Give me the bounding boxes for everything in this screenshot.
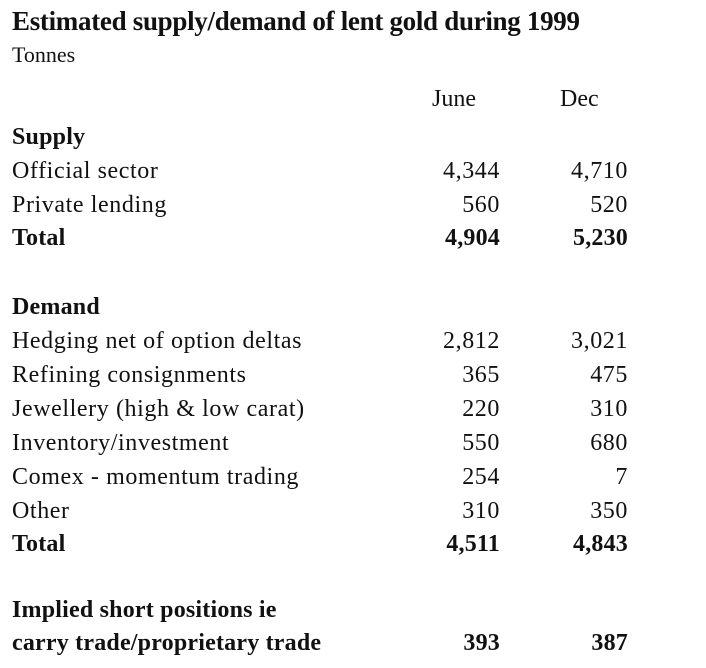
- row-value-june: 220: [462, 396, 500, 422]
- implied-label-line1: Implied short positions ie: [12, 597, 277, 623]
- row-label: Private lending: [12, 192, 167, 218]
- table-title: Estimated supply/demand of lent gold dur…: [12, 6, 580, 36]
- supply-heading-row: Supply: [0, 120, 706, 154]
- demand-total-row: Total 4,511 4,843: [0, 527, 706, 561]
- row-label: Jewellery (high & low carat): [12, 396, 305, 422]
- row-label: Refining consignments: [12, 362, 247, 388]
- row-value-june: 550: [462, 430, 500, 456]
- row-value-dec: 520: [590, 192, 628, 218]
- table-row: Jewellery (high & low carat) 220 310: [0, 392, 706, 426]
- implied-value-june: 393: [463, 630, 500, 656]
- row-value-dec: 7: [615, 464, 628, 490]
- row-value-june: 560: [462, 192, 500, 218]
- table-row: Inventory/investment 550 680: [0, 426, 706, 460]
- row-value-dec: 310: [590, 396, 628, 422]
- supply-total-row: Total 4,904 5,230: [0, 221, 706, 255]
- table-row: Official sector 4,344 4,710: [0, 154, 706, 188]
- table-row: Other 310 350: [0, 494, 706, 528]
- implied-label-row: Implied short positions ie: [0, 593, 706, 627]
- demand-heading: Demand: [12, 294, 100, 320]
- row-label: Official sector: [12, 158, 159, 184]
- implied-value-dec: 387: [591, 630, 628, 656]
- row-label: Inventory/investment: [12, 430, 230, 456]
- row-value-june: 254: [462, 464, 500, 490]
- row-value-june: 365: [462, 362, 500, 388]
- table-row: Refining consignments 365 475: [0, 358, 706, 392]
- table-row: Comex - momentum trading 254 7: [0, 460, 706, 494]
- row-value-dec: 350: [590, 498, 628, 524]
- total-value-june: 4,904: [445, 225, 500, 251]
- table-row: Private lending 560 520: [0, 188, 706, 222]
- implied-label-line2: carry trade/proprietary trade: [12, 630, 322, 656]
- total-label: Total: [12, 531, 66, 557]
- row-value-june: 4,344: [443, 158, 500, 184]
- implied-row: carry trade/proprietary trade 393 387: [0, 626, 706, 660]
- total-value-june: 4,511: [446, 531, 500, 557]
- row-value-june: 310: [462, 498, 500, 524]
- total-value-dec: 4,843: [573, 531, 628, 557]
- table-row: Hedging net of option deltas 2,812 3,021: [0, 324, 706, 358]
- row-label: Other: [12, 498, 70, 524]
- column-header-june: June: [432, 86, 476, 112]
- row-value-dec: 3,021: [571, 328, 628, 354]
- total-label: Total: [12, 225, 66, 251]
- row-value-dec: 680: [590, 430, 628, 456]
- column-header-dec: Dec: [560, 86, 599, 112]
- row-label: Comex - momentum trading: [12, 464, 300, 490]
- demand-heading-row: Demand: [0, 290, 706, 324]
- supply-heading: Supply: [12, 124, 86, 150]
- row-value-dec: 4,710: [571, 158, 628, 184]
- total-value-dec: 5,230: [573, 225, 628, 251]
- row-label: Hedging net of option deltas: [12, 328, 303, 354]
- unit-label: Tonnes: [12, 42, 76, 67]
- row-value-june: 2,812: [443, 328, 500, 354]
- row-value-dec: 475: [590, 362, 628, 388]
